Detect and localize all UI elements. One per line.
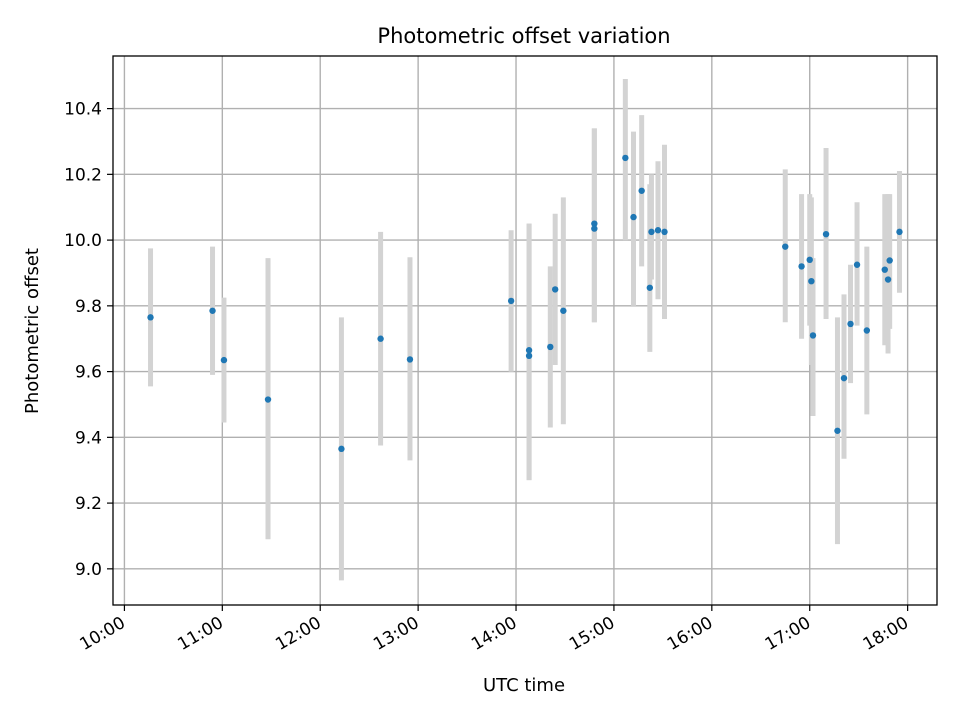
data-point xyxy=(654,227,662,234)
data-point xyxy=(209,307,216,314)
data-point xyxy=(808,277,815,285)
y-tick-label: 10.2 xyxy=(64,165,102,185)
data-point xyxy=(622,154,629,162)
data-point xyxy=(147,314,154,321)
data-point xyxy=(884,276,892,283)
data-point xyxy=(853,261,861,268)
y-tick-label: 9.8 xyxy=(75,297,102,317)
x-tick-label: 11:00 xyxy=(174,613,226,655)
data-point xyxy=(551,286,559,293)
data-point xyxy=(648,228,655,236)
x-tick-label: 15:00 xyxy=(566,613,618,655)
data-point xyxy=(847,320,854,328)
data-point xyxy=(591,220,598,227)
x-tick-label: 14:00 xyxy=(468,613,520,655)
data-point xyxy=(406,356,414,363)
data-point xyxy=(591,225,598,232)
data-points xyxy=(147,154,903,453)
data-point xyxy=(782,243,789,250)
data-point xyxy=(840,374,848,382)
y-tick-label: 9.4 xyxy=(75,428,102,448)
x-tick-label: 12:00 xyxy=(272,613,324,655)
y-axis-ticks: 9.0 9.2 9.4 9.6 9.8 10.0 10.2 10.4 xyxy=(64,100,113,580)
y-tick-label: 10.0 xyxy=(64,231,102,251)
data-point xyxy=(560,307,567,314)
y-tick-label: 9.6 xyxy=(75,363,102,383)
data-point xyxy=(661,228,668,236)
plot-frame xyxy=(112,55,938,606)
x-tick-label: 16:00 xyxy=(664,613,716,655)
x-tick-label: 18:00 xyxy=(860,613,912,655)
y-tick-label: 9.2 xyxy=(75,494,102,514)
data-point xyxy=(798,263,805,270)
data-point xyxy=(264,396,272,403)
data-point xyxy=(863,327,871,334)
x-axis-title: UTC time xyxy=(483,675,565,696)
data-point xyxy=(338,445,345,453)
data-point xyxy=(630,213,637,221)
chart-title: Photometric offset variation xyxy=(377,24,670,48)
data-point xyxy=(886,257,893,264)
data-point xyxy=(377,335,384,342)
x-tick-label: 13:00 xyxy=(370,613,422,655)
error-bars xyxy=(148,79,902,581)
data-point xyxy=(220,356,228,364)
y-axis-title: Photometric offset xyxy=(22,248,43,414)
data-point xyxy=(822,230,830,238)
x-grid xyxy=(123,56,909,605)
x-tick-label: 10:00 xyxy=(76,613,128,655)
data-point xyxy=(806,256,813,264)
x-axis-ticks: 10:00 11:00 12:00 13:00 14:00 15:00 16:00 17:00… xyxy=(76,605,912,655)
data-point xyxy=(507,297,515,305)
x-tick-label: 17:00 xyxy=(762,613,814,655)
data-point xyxy=(547,343,554,351)
data-point xyxy=(525,347,533,354)
data-point xyxy=(638,187,645,194)
data-point xyxy=(896,228,903,236)
data-point xyxy=(834,427,841,434)
y-tick-label: 10.4 xyxy=(64,100,102,120)
data-point xyxy=(809,332,817,339)
data-point xyxy=(881,266,888,273)
data-point xyxy=(525,352,533,360)
data-point xyxy=(646,284,654,291)
y-tick-label: 9.0 xyxy=(75,560,102,580)
